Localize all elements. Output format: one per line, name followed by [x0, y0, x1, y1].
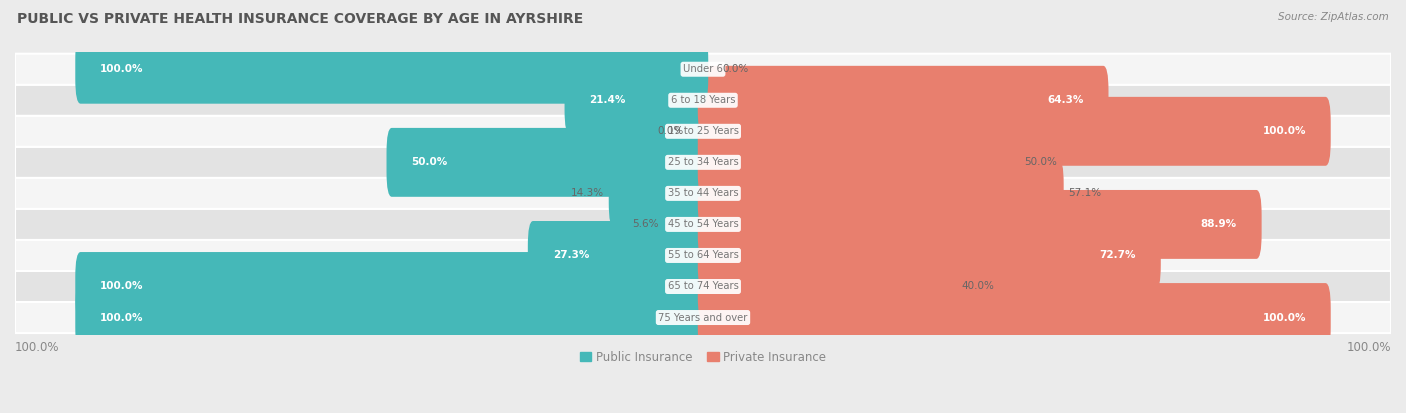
Text: 75 Years and over: 75 Years and over [658, 313, 748, 323]
FancyBboxPatch shape [15, 271, 1391, 302]
FancyBboxPatch shape [387, 128, 709, 197]
FancyBboxPatch shape [15, 116, 1391, 147]
Text: 14.3%: 14.3% [571, 188, 605, 198]
FancyBboxPatch shape [76, 252, 709, 321]
Text: 5.6%: 5.6% [631, 219, 658, 230]
Text: 50.0%: 50.0% [412, 157, 447, 167]
Text: 100.0%: 100.0% [100, 64, 143, 74]
FancyBboxPatch shape [697, 283, 1330, 352]
FancyBboxPatch shape [697, 252, 957, 321]
FancyBboxPatch shape [697, 190, 1261, 259]
Text: 19 to 25 Years: 19 to 25 Years [668, 126, 738, 136]
Text: 100.0%: 100.0% [1263, 313, 1306, 323]
FancyBboxPatch shape [527, 221, 709, 290]
Text: 100.0%: 100.0% [15, 341, 59, 354]
FancyBboxPatch shape [697, 66, 1108, 135]
Text: PUBLIC VS PRIVATE HEALTH INSURANCE COVERAGE BY AGE IN AYRSHIRE: PUBLIC VS PRIVATE HEALTH INSURANCE COVER… [17, 12, 583, 26]
Text: 72.7%: 72.7% [1099, 250, 1136, 261]
FancyBboxPatch shape [565, 66, 709, 135]
Text: 100.0%: 100.0% [100, 313, 143, 323]
Text: 0.0%: 0.0% [723, 64, 749, 74]
Text: 45 to 54 Years: 45 to 54 Years [668, 219, 738, 230]
FancyBboxPatch shape [15, 54, 1391, 85]
FancyBboxPatch shape [697, 159, 1064, 228]
Text: 100.0%: 100.0% [1263, 126, 1306, 136]
FancyBboxPatch shape [15, 240, 1391, 271]
FancyBboxPatch shape [697, 128, 1019, 197]
Text: 55 to 64 Years: 55 to 64 Years [668, 250, 738, 261]
FancyBboxPatch shape [76, 283, 709, 352]
FancyBboxPatch shape [15, 85, 1391, 116]
Text: 50.0%: 50.0% [1024, 157, 1057, 167]
FancyBboxPatch shape [76, 35, 709, 104]
FancyBboxPatch shape [15, 209, 1391, 240]
FancyBboxPatch shape [15, 178, 1391, 209]
FancyBboxPatch shape [15, 147, 1391, 178]
Text: 100.0%: 100.0% [1347, 341, 1391, 354]
Text: Source: ZipAtlas.com: Source: ZipAtlas.com [1278, 12, 1389, 22]
Text: 88.9%: 88.9% [1201, 219, 1237, 230]
Text: 25 to 34 Years: 25 to 34 Years [668, 157, 738, 167]
FancyBboxPatch shape [662, 190, 709, 259]
FancyBboxPatch shape [609, 159, 709, 228]
Text: 65 to 74 Years: 65 to 74 Years [668, 282, 738, 292]
Text: 64.3%: 64.3% [1047, 95, 1084, 105]
Text: 6 to 18 Years: 6 to 18 Years [671, 95, 735, 105]
Text: Under 6: Under 6 [683, 64, 723, 74]
Text: 27.3%: 27.3% [553, 250, 589, 261]
FancyBboxPatch shape [697, 97, 1330, 166]
Text: 35 to 44 Years: 35 to 44 Years [668, 188, 738, 198]
Text: 21.4%: 21.4% [589, 95, 626, 105]
Text: 0.0%: 0.0% [657, 126, 683, 136]
Legend: Public Insurance, Private Insurance: Public Insurance, Private Insurance [575, 346, 831, 368]
Text: 40.0%: 40.0% [962, 282, 994, 292]
Text: 57.1%: 57.1% [1069, 188, 1101, 198]
Text: 100.0%: 100.0% [100, 282, 143, 292]
FancyBboxPatch shape [15, 302, 1391, 333]
FancyBboxPatch shape [697, 221, 1161, 290]
